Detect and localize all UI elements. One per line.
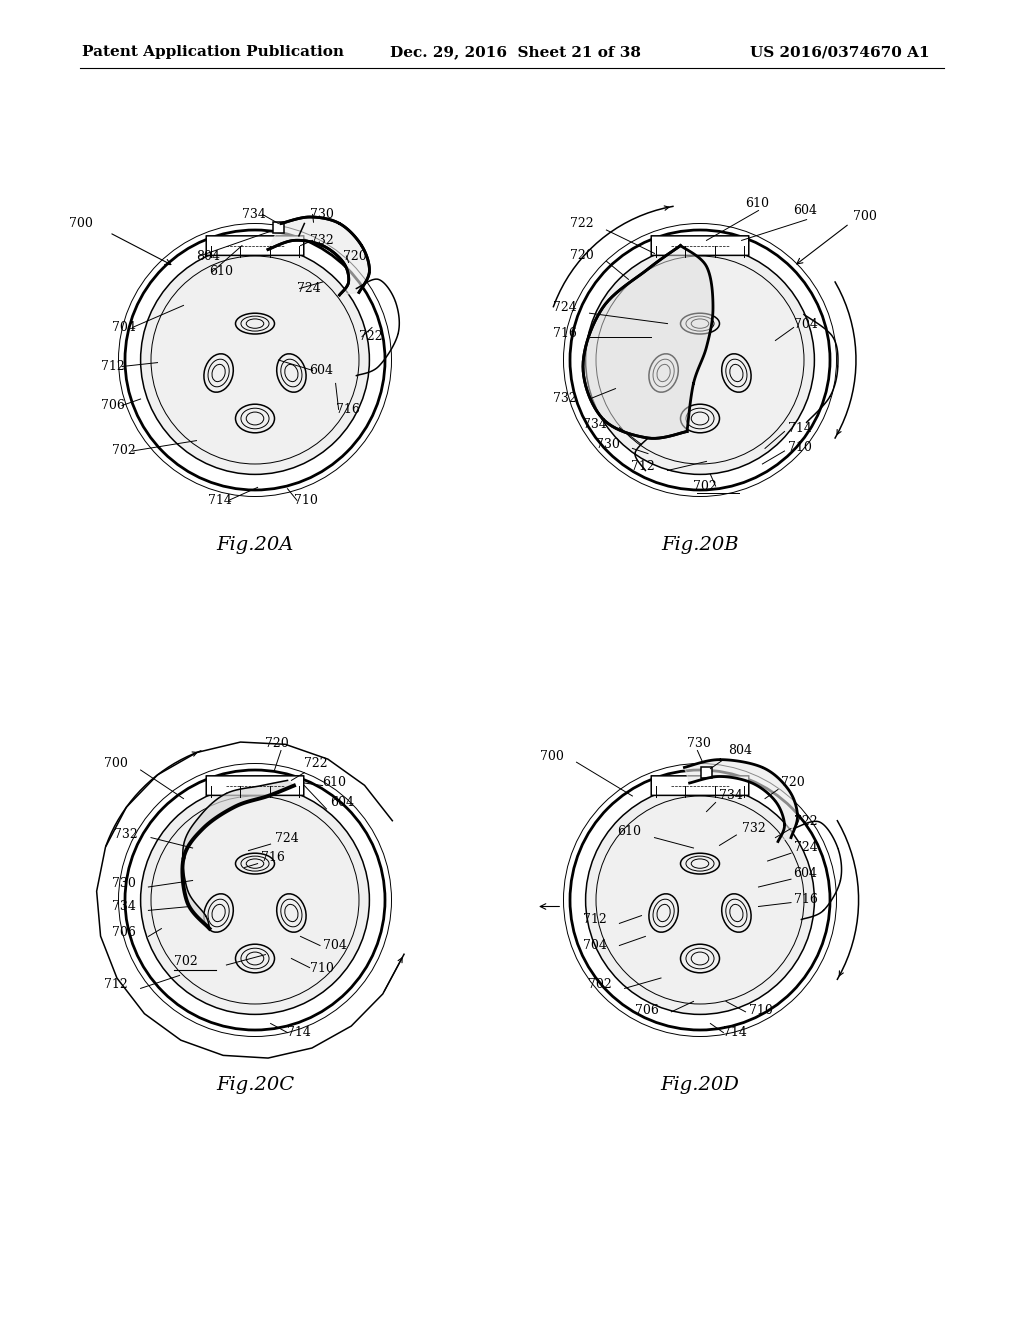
Circle shape — [140, 785, 370, 1014]
Text: 714: 714 — [723, 1027, 748, 1040]
Text: Fig.20C: Fig.20C — [216, 1076, 294, 1093]
Text: 704: 704 — [112, 321, 135, 334]
Text: 722: 722 — [359, 330, 383, 343]
FancyBboxPatch shape — [272, 222, 285, 234]
Text: 700: 700 — [103, 758, 128, 771]
Text: 732: 732 — [309, 234, 334, 247]
Text: 730: 730 — [687, 737, 711, 750]
Text: Dec. 29, 2016  Sheet 21 of 38: Dec. 29, 2016 Sheet 21 of 38 — [390, 45, 641, 59]
Circle shape — [586, 246, 814, 474]
Text: 730: 730 — [596, 438, 620, 451]
Text: 700: 700 — [540, 750, 563, 763]
Text: 700: 700 — [69, 218, 92, 231]
Polygon shape — [182, 780, 294, 928]
Text: 610: 610 — [745, 197, 769, 210]
Text: 724: 724 — [274, 832, 298, 845]
Text: Fig.20D: Fig.20D — [660, 1076, 739, 1093]
Text: 702: 702 — [112, 445, 135, 458]
Text: 730: 730 — [112, 876, 135, 890]
Text: Fig.20B: Fig.20B — [662, 536, 738, 553]
Text: 704: 704 — [794, 318, 817, 330]
Text: 716: 716 — [553, 326, 577, 339]
Text: 712: 712 — [103, 978, 128, 991]
Text: 722: 722 — [304, 758, 328, 771]
Text: 702: 702 — [588, 978, 611, 991]
Text: 714: 714 — [208, 494, 231, 507]
Text: 704: 704 — [323, 940, 346, 953]
Text: 700: 700 — [853, 210, 878, 223]
Text: 716: 716 — [794, 892, 817, 906]
Text: 712: 712 — [631, 461, 654, 474]
Polygon shape — [268, 216, 370, 294]
Text: 604: 604 — [331, 796, 354, 809]
Text: Patent Application Publication: Patent Application Publication — [82, 45, 344, 59]
Circle shape — [586, 785, 814, 1014]
Text: 604: 604 — [794, 205, 817, 218]
Text: 732: 732 — [553, 392, 577, 405]
Text: 724: 724 — [297, 282, 321, 294]
FancyBboxPatch shape — [206, 236, 304, 255]
Text: 712: 712 — [101, 360, 125, 374]
Circle shape — [140, 246, 370, 474]
FancyBboxPatch shape — [206, 776, 304, 796]
Text: 734: 734 — [112, 900, 135, 913]
Text: 702: 702 — [693, 480, 717, 492]
Text: 704: 704 — [583, 940, 606, 953]
Text: 706: 706 — [101, 399, 125, 412]
Text: 724: 724 — [794, 841, 817, 854]
Text: US 2016/0374670 A1: US 2016/0374670 A1 — [750, 45, 930, 59]
FancyBboxPatch shape — [651, 236, 749, 255]
Text: 734: 734 — [242, 209, 265, 220]
Text: 732: 732 — [115, 828, 138, 841]
Text: 732: 732 — [741, 822, 765, 836]
Polygon shape — [684, 759, 798, 842]
Text: 710: 710 — [294, 494, 317, 507]
Text: 734: 734 — [583, 417, 606, 430]
Text: 610: 610 — [210, 265, 233, 279]
Text: 702: 702 — [174, 954, 199, 968]
Text: 604: 604 — [309, 364, 334, 378]
Text: 706: 706 — [635, 1005, 658, 1018]
Text: 706: 706 — [112, 927, 135, 940]
Text: 804: 804 — [197, 249, 220, 263]
FancyBboxPatch shape — [651, 776, 749, 796]
Text: 712: 712 — [583, 913, 606, 927]
Text: 714: 714 — [288, 1027, 311, 1040]
Text: 730: 730 — [309, 209, 334, 220]
Text: 722: 722 — [794, 814, 817, 828]
Polygon shape — [583, 246, 713, 438]
Text: 804: 804 — [729, 744, 753, 758]
Text: 734: 734 — [720, 788, 743, 801]
Text: 720: 720 — [780, 776, 804, 788]
Text: 710: 710 — [309, 961, 334, 974]
Text: 604: 604 — [794, 867, 817, 879]
Text: 720: 720 — [343, 249, 368, 263]
Text: 710: 710 — [750, 1005, 773, 1018]
Text: 716: 716 — [261, 851, 286, 865]
Text: 610: 610 — [323, 776, 346, 788]
Text: 720: 720 — [265, 737, 289, 750]
Text: 716: 716 — [336, 403, 359, 416]
Text: 724: 724 — [553, 301, 577, 314]
Text: 722: 722 — [569, 218, 593, 231]
Text: 714: 714 — [788, 421, 812, 434]
Text: 610: 610 — [617, 825, 641, 838]
Text: 720: 720 — [569, 248, 593, 261]
Text: 710: 710 — [788, 441, 812, 454]
FancyBboxPatch shape — [700, 767, 713, 779]
Text: Fig.20A: Fig.20A — [216, 536, 294, 553]
